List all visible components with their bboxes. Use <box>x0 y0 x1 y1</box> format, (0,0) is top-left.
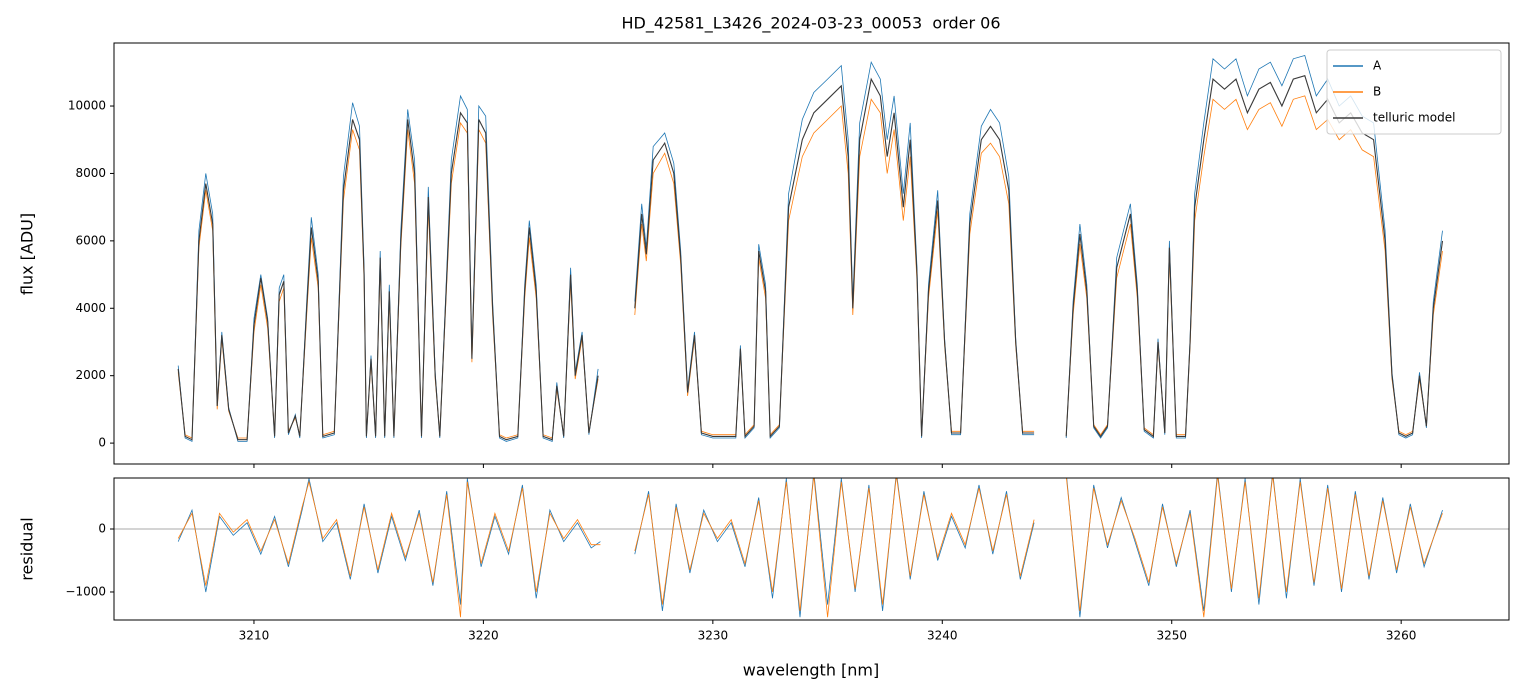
y-tick-label: 8000 <box>75 166 106 180</box>
y-tick-label: 2000 <box>75 368 106 382</box>
axes-frame <box>113 42 1510 465</box>
x-tick-label: 3220 <box>468 629 499 643</box>
x-tick-label: 3260 <box>1386 629 1417 643</box>
series-line <box>177 55 1443 443</box>
series-line <box>177 75 1444 441</box>
y-tick-label: 6000 <box>75 233 106 247</box>
x-tick-label: 3240 <box>927 629 958 643</box>
y-tick-label: 4000 <box>75 301 106 315</box>
series-line <box>177 95 1443 439</box>
x-tick-label: 3250 <box>1156 629 1187 643</box>
y-axis-label: flux [ADU] <box>18 213 37 295</box>
legend-label: telluric model <box>1373 111 1455 125</box>
y-tick-label: 0 <box>98 522 106 536</box>
y-tick-label: −1000 <box>65 584 106 598</box>
legend-label: A <box>1373 59 1382 73</box>
series-line <box>177 478 1443 618</box>
x-tick-label: 3210 <box>239 629 270 643</box>
y-tick-label: 0 <box>98 436 106 450</box>
legend-box <box>1326 49 1502 135</box>
legend-label: B <box>1373 85 1381 99</box>
chart-title: HD_42581_L3426_2024-03-23_00053 order 06 <box>621 14 1000 34</box>
axes-frame <box>113 477 1510 621</box>
x-axis-label: wavelength [nm] <box>743 661 880 680</box>
y-tick-label: 10000 <box>68 99 106 113</box>
x-tick-label: 3230 <box>698 629 729 643</box>
y-axis-label: residual <box>18 517 37 580</box>
